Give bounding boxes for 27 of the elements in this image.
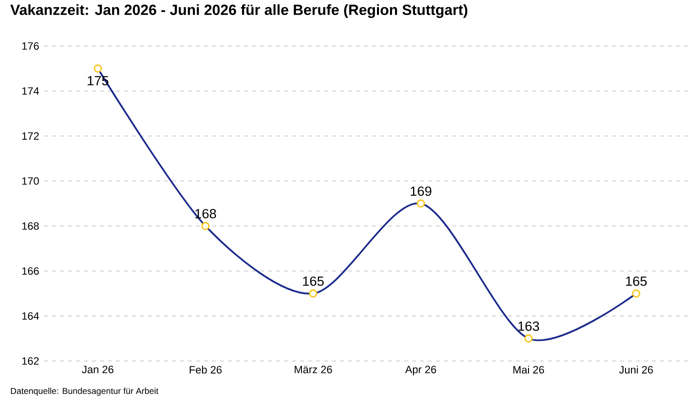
data-label: 163 [518,321,540,331]
point [416,199,425,208]
chart-title: Vakanzzeit: Jan 2026 - Juni 2026 für alle Berufe (Region Stuttgart) [10,4,468,18]
y-tick-label: 176 [22,42,39,50]
y-tick-label: 174 [22,87,39,95]
x-tick-label: Apr 26 [405,366,436,376]
y-tick-label: 168 [22,222,39,230]
x-tick-label: Feb 26 [190,366,222,374]
y-tick-label: 164 [22,312,39,320]
text: Datenquelle: Bundesagentur für Arbeit [10,388,158,396]
point [309,289,318,298]
y-tick-label: 162 [22,357,39,365]
data-label: 165 [303,276,324,286]
y-tick-label: 170 [22,177,39,185]
point [94,64,102,73]
x-tick-label: Jan 26 [82,366,114,374]
data-label: 169 [410,186,432,196]
x-tick-label: März 26 [294,366,332,374]
y-tick-label: 166 [22,267,39,275]
point [524,334,533,343]
data-label: 168 [195,208,216,218]
data-label: 165 [626,276,647,286]
point [201,222,210,230]
point [632,289,640,298]
x-tick-label: Mai 26 [513,366,544,374]
x-tick-label: Juni 26 [619,366,653,374]
y-tick-label: 172 [22,132,39,140]
